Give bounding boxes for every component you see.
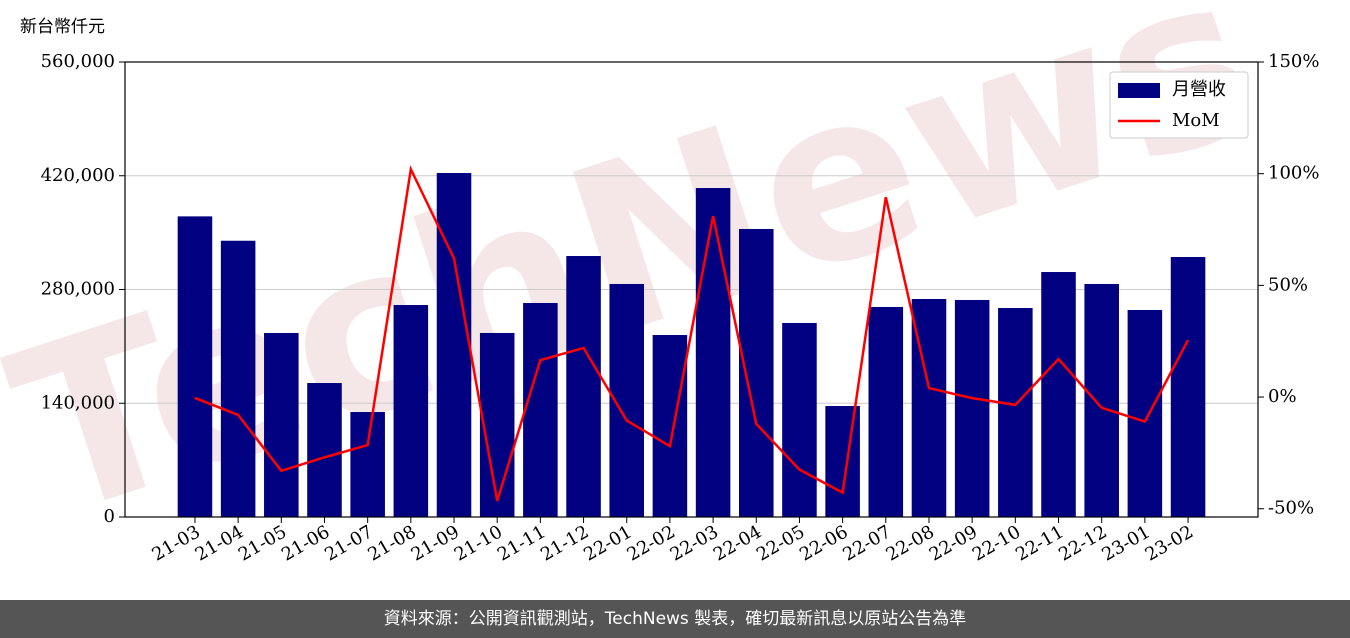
x-tick-label: 22-05 [753,521,808,565]
bar [350,412,385,517]
bar [177,216,213,517]
x-tick-label: 23-01 [1098,521,1153,565]
bar [523,302,558,517]
x-tick-label: 22-11 [1012,521,1067,565]
bar [998,308,1033,517]
bar [954,299,990,517]
x-tick-label: 21-12 [537,521,592,565]
x-tick-label: 22-02 [623,521,678,565]
bar [220,240,256,517]
x-tick-label: 23-02 [1142,521,1197,565]
bar [695,188,731,518]
bar [1127,309,1163,517]
bar [1170,257,1206,517]
legend-label: 月營收 [1172,79,1226,100]
x-tick-label: 22-07 [839,521,894,565]
x-tick-label: 21-08 [364,521,419,565]
bar [436,172,472,518]
y-tick-label: 560,000 [41,51,115,72]
bar [782,322,817,517]
bar [566,256,601,517]
bar [1041,272,1076,517]
y-tick-label: 420,000 [41,165,115,186]
x-tick-label: 22-10 [969,521,1024,565]
y2-tick-label: -50% [1268,498,1314,519]
plot-frame [124,61,1259,518]
legend-swatch [1118,83,1160,98]
y-axis-label: 新台幣仟元 [20,17,105,37]
x-tick-label: 21-05 [235,521,290,565]
y2-tick-label: 50% [1268,274,1308,295]
x-tick-label: 22-08 [883,521,938,565]
x-tick-label: 21-10 [451,521,506,565]
footer: 資料來源：公開資訊觀測站，TechNews 製表，確切最新訊息以原站公告為準 [0,600,1350,638]
bar [307,383,342,517]
bar [1084,283,1119,517]
x-tick-label: 22-03 [667,521,722,565]
x-tick-label: 21-11 [494,521,549,565]
legend-label: MoM [1172,110,1220,131]
x-tick-label: 21-04 [192,521,247,565]
y2-tick-label: 100% [1268,163,1319,184]
x-tick-label: 22-01 [580,521,635,565]
x-tick-label: 22-12 [1055,521,1110,565]
bar [652,335,688,517]
y2-tick-label: 0% [1268,386,1297,407]
chart: 新台幣仟元 TechNews0140,000280,000420,000560,… [0,0,1319,570]
x-tick-label: 22-09 [926,521,981,565]
y-tick-label: 140,000 [41,392,115,413]
bar [479,332,515,517]
y-tick-label: 0 [104,506,115,527]
x-tick-label: 22-04 [710,521,765,565]
y2-tick-label: 150% [1268,51,1319,72]
line [194,165,1190,502]
bar [825,406,860,517]
bar [738,228,774,517]
x-tick-label: 21-06 [278,521,333,565]
y-tick-label: 280,000 [41,279,115,300]
bar [393,305,429,517]
bar [868,306,904,517]
x-tick-label: 21-07 [321,521,376,565]
bar [264,332,299,517]
x-tick-label: 22-06 [796,521,851,565]
x-tick-label: 21-09 [408,521,463,565]
